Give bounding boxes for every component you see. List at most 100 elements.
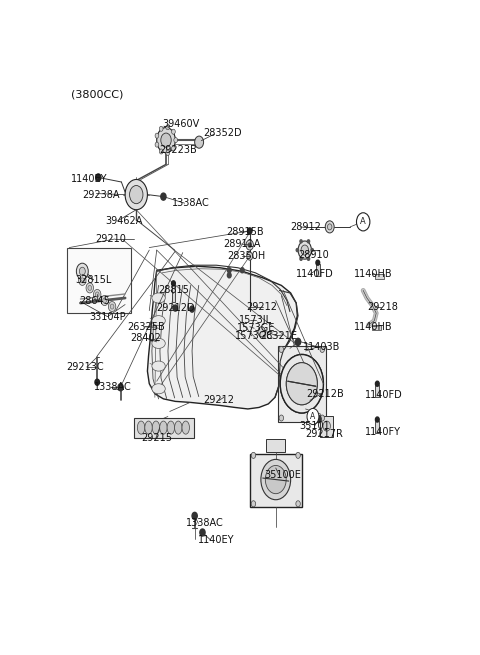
Text: A: A	[360, 217, 366, 227]
Ellipse shape	[152, 421, 160, 434]
Circle shape	[286, 363, 317, 405]
Text: 39460V: 39460V	[162, 119, 200, 129]
Circle shape	[265, 466, 286, 494]
Text: 39462A: 39462A	[106, 216, 143, 226]
Text: 1338AC: 1338AC	[172, 198, 209, 208]
Text: 28352D: 28352D	[203, 128, 242, 138]
Text: 1140HB: 1140HB	[354, 269, 393, 279]
Circle shape	[173, 305, 178, 311]
Circle shape	[88, 286, 92, 290]
Circle shape	[171, 146, 175, 151]
Circle shape	[79, 275, 86, 286]
Text: 1140EY: 1140EY	[198, 535, 234, 545]
Text: 1573JL: 1573JL	[240, 314, 273, 325]
Bar	[266, 440, 285, 452]
Circle shape	[357, 213, 370, 231]
Ellipse shape	[152, 339, 165, 348]
Circle shape	[171, 129, 175, 134]
Bar	[375, 421, 379, 433]
Circle shape	[296, 500, 300, 507]
Bar	[67, 248, 131, 313]
Circle shape	[240, 268, 244, 272]
Text: 28911A: 28911A	[224, 239, 261, 249]
Circle shape	[103, 298, 107, 303]
Ellipse shape	[152, 293, 165, 303]
Circle shape	[96, 292, 99, 297]
Circle shape	[296, 339, 300, 345]
Ellipse shape	[145, 421, 152, 434]
Text: 32815L: 32815L	[76, 275, 112, 285]
Circle shape	[327, 224, 332, 230]
Circle shape	[311, 248, 313, 252]
Text: 29212B: 29212B	[306, 389, 344, 399]
Circle shape	[280, 354, 324, 413]
Text: 29215: 29215	[141, 433, 172, 443]
Text: 29212D: 29212D	[156, 303, 194, 313]
Ellipse shape	[137, 421, 145, 434]
Circle shape	[166, 151, 169, 156]
Circle shape	[296, 248, 299, 252]
Circle shape	[307, 409, 319, 424]
Circle shape	[251, 500, 256, 507]
Circle shape	[307, 257, 310, 260]
Bar	[316, 264, 320, 276]
Circle shape	[174, 138, 178, 143]
Circle shape	[316, 260, 320, 265]
Bar	[172, 286, 175, 301]
Bar	[375, 384, 379, 398]
Bar	[375, 274, 384, 279]
Circle shape	[86, 283, 94, 293]
Circle shape	[155, 142, 159, 147]
Circle shape	[279, 346, 284, 352]
Circle shape	[247, 252, 252, 260]
Text: 29210: 29210	[96, 234, 126, 244]
Circle shape	[325, 221, 334, 233]
Text: 1573GE: 1573GE	[237, 324, 276, 333]
Circle shape	[79, 267, 85, 275]
Polygon shape	[147, 266, 297, 409]
Text: 29223B: 29223B	[160, 145, 197, 155]
Text: 28402: 28402	[131, 333, 162, 343]
Circle shape	[190, 306, 194, 312]
Circle shape	[108, 301, 116, 312]
Circle shape	[161, 133, 171, 147]
Circle shape	[166, 124, 169, 130]
Circle shape	[323, 421, 330, 431]
Circle shape	[300, 257, 302, 260]
Bar	[372, 325, 381, 329]
Circle shape	[296, 453, 300, 458]
Text: 1140HB: 1140HB	[354, 322, 393, 331]
Ellipse shape	[152, 361, 165, 371]
Text: 28912: 28912	[290, 223, 322, 233]
Text: 28915B: 28915B	[227, 227, 264, 237]
Ellipse shape	[152, 384, 165, 394]
Circle shape	[76, 263, 88, 279]
Circle shape	[301, 245, 309, 255]
Circle shape	[258, 327, 265, 337]
Circle shape	[81, 278, 84, 283]
Circle shape	[246, 240, 253, 250]
Circle shape	[375, 417, 379, 422]
Circle shape	[261, 459, 290, 500]
Text: 29212: 29212	[246, 301, 277, 312]
Circle shape	[320, 415, 324, 421]
Text: 35101: 35101	[299, 421, 330, 430]
Bar	[277, 346, 326, 422]
Text: 28815: 28815	[158, 286, 190, 295]
Text: 1140FD: 1140FD	[365, 390, 403, 400]
Text: 28350H: 28350H	[228, 251, 265, 261]
Circle shape	[300, 240, 302, 243]
Circle shape	[192, 512, 197, 519]
Circle shape	[200, 529, 205, 536]
Text: 1140FD: 1140FD	[296, 269, 334, 279]
Circle shape	[279, 415, 284, 421]
Text: 29218: 29218	[367, 301, 398, 312]
Circle shape	[110, 304, 114, 309]
Ellipse shape	[160, 421, 167, 434]
Text: 28321E: 28321E	[260, 331, 297, 341]
Circle shape	[320, 346, 324, 352]
Circle shape	[307, 240, 310, 243]
Circle shape	[155, 133, 159, 138]
Text: 1338AC: 1338AC	[186, 519, 224, 529]
Circle shape	[156, 128, 175, 153]
